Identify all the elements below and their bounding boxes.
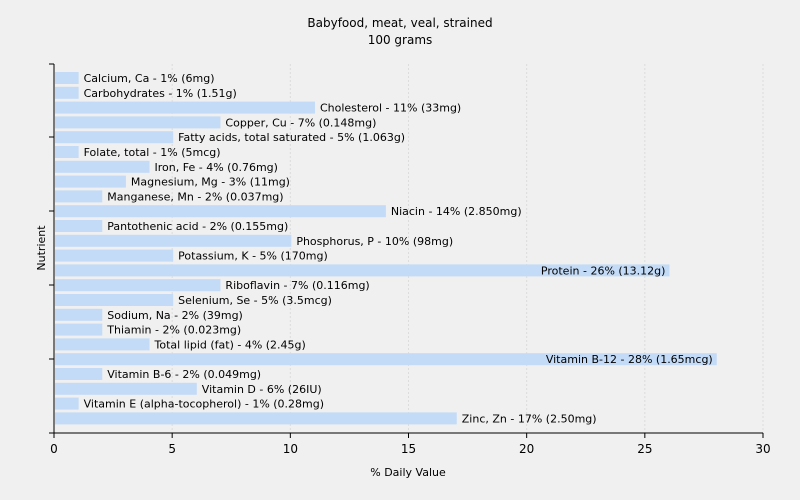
- bar-22: [55, 397, 79, 410]
- bar-label-4: Fatty acids, total saturated - 5% (1.063…: [178, 131, 405, 144]
- bar-label-6: Iron, Fe - 4% (0.76mg): [155, 161, 278, 174]
- bar-label-14: Riboflavin - 7% (0.116mg): [225, 279, 369, 292]
- bar-13: [55, 264, 670, 277]
- bar-20: [55, 368, 103, 380]
- x-axis-label: % Daily Value: [370, 466, 446, 479]
- bar-label-23: Zinc, Zn - 17% (2.50mg): [462, 412, 597, 425]
- chart-subtitle: 100 grams: [368, 33, 433, 47]
- bar-label-8: Manganese, Mn - 2% (0.037mg): [107, 190, 283, 203]
- x-tick-label-15: 15: [401, 442, 416, 456]
- bar-16: [55, 308, 103, 321]
- bar-4: [55, 131, 174, 144]
- bar-label-7: Magnesium, Mg - 3% (11mg): [131, 176, 290, 189]
- y-axis-label: Nutrient: [35, 225, 48, 271]
- bar-5: [55, 146, 79, 158]
- bar-label-11: Phosphorus, P - 10% (98mg): [296, 235, 453, 248]
- x-tick-label-30: 30: [755, 442, 770, 456]
- bar-label-5: Folate, total - 1% (5mcg): [84, 146, 221, 159]
- bar-label-1: Carbohydrates - 1% (1.51g): [84, 87, 237, 100]
- x-tick-label-10: 10: [283, 442, 298, 456]
- bar-label-12: Potassium, K - 5% (170mg): [178, 250, 328, 263]
- bar-label-22: Vitamin E (alpha-tocopherol) - 1% (0.28m…: [84, 398, 324, 411]
- bar-label-20: Vitamin B-6 - 2% (0.049mg): [107, 368, 261, 381]
- bar-label-18: Total lipid (fat) - 4% (2.45g): [154, 338, 306, 351]
- x-tick-label-0: 0: [50, 442, 58, 456]
- x-tick-label-20: 20: [519, 442, 534, 456]
- bar-label-15: Selenium, Se - 5% (3.5mcg): [178, 294, 332, 307]
- bar-label-2: Cholesterol - 11% (33mg): [320, 102, 461, 115]
- bar-12: [55, 249, 174, 262]
- bar-label-21: Vitamin D - 6% (26IU): [202, 383, 322, 396]
- bar-label-9: Niacin - 14% (2.850mg): [391, 205, 522, 218]
- bar-label-13: Protein - 26% (13.12g): [541, 264, 666, 277]
- bar-0: [55, 72, 79, 84]
- x-tick-label-5: 5: [168, 442, 176, 456]
- bar-label-10: Pantothenic acid - 2% (0.155mg): [107, 220, 288, 233]
- bar-3: [55, 116, 221, 129]
- bar-19: [55, 353, 717, 366]
- bar-14: [55, 279, 221, 292]
- bar-21: [55, 382, 197, 395]
- bar-label-0: Calcium, Ca - 1% (6mg): [84, 72, 215, 85]
- grid-lines: [171, 64, 764, 433]
- bar-label-17: Thiamin - 2% (0.023mg): [106, 324, 241, 337]
- axes-group: 0 5 10 15 20 25 30: [49, 63, 771, 456]
- bar-1: [55, 86, 79, 99]
- bar-8: [55, 190, 103, 203]
- bar-18: [55, 338, 150, 351]
- bar-11: [55, 234, 292, 247]
- bar-23: [55, 412, 457, 425]
- bar-10: [55, 220, 103, 232]
- bar-6: [55, 160, 150, 173]
- bar-label-19: Vitamin B-12 - 28% (1.65mcg): [546, 353, 713, 366]
- bar-2: [55, 101, 315, 114]
- chart-title: Babyfood, meat, veal, strained: [307, 16, 492, 30]
- bar-7: [55, 175, 126, 188]
- bar-label-3: Copper, Cu - 7% (0.148mg): [225, 116, 376, 129]
- bar-9: [55, 205, 386, 218]
- bar-15: [55, 294, 174, 306]
- bar-label-16: Sodium, Na - 2% (39mg): [107, 309, 243, 322]
- bars-group: Calcium, Ca - 1% (6mg) Carbohydrates - 1%…: [55, 72, 717, 425]
- x-tick-label-25: 25: [637, 442, 652, 456]
- bar-17: [55, 323, 103, 336]
